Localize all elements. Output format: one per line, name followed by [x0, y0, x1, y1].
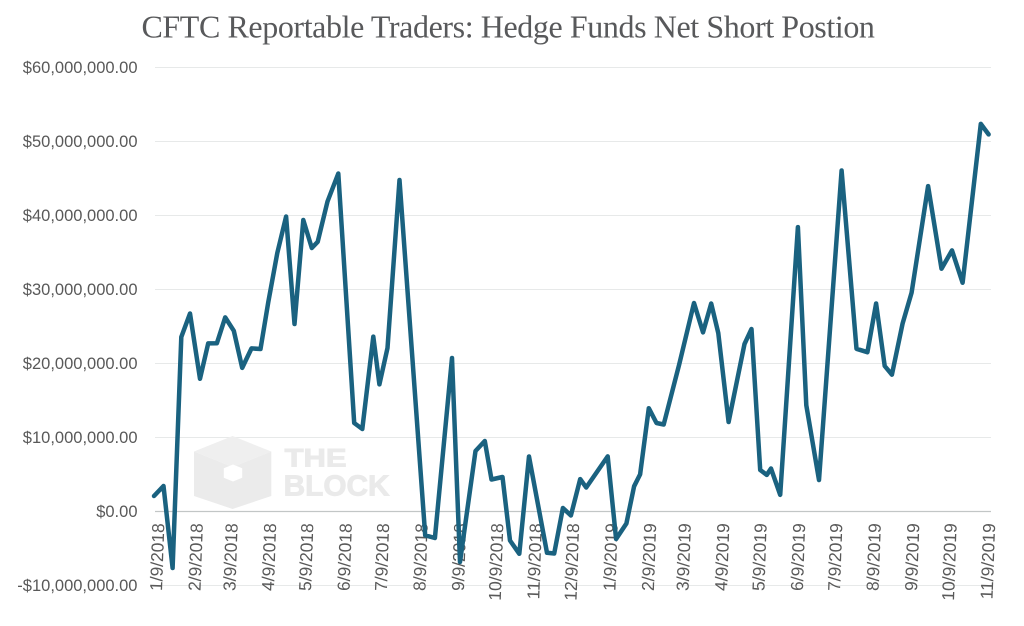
svg-text:2/9/2019: 2/9/2019	[638, 523, 660, 591]
svg-text:3/9/2019: 3/9/2019	[673, 523, 695, 591]
svg-text:3/9/2018: 3/9/2018	[219, 523, 241, 591]
svg-text:9/9/2019: 9/9/2019	[901, 523, 923, 591]
svg-text:6/9/2019: 6/9/2019	[787, 523, 809, 591]
svg-text:10/9/2019: 10/9/2019	[938, 523, 961, 601]
svg-text:11/9/2018: 11/9/2018	[523, 523, 546, 600]
svg-text:4/9/2018: 4/9/2018	[258, 523, 280, 591]
svg-text:$50,000,000.00: $50,000,000.00	[23, 133, 138, 151]
svg-text:7/9/2018: 7/9/2018	[371, 523, 393, 591]
svg-text:$40,000,000.00: $40,000,000.00	[23, 207, 138, 225]
svg-text:THE: THE	[285, 445, 347, 473]
svg-text:$10,000,000.00: $10,000,000.00	[23, 429, 138, 447]
svg-text:-$10,000,000.00: -$10,000,000.00	[17, 577, 137, 595]
svg-text:11/9/2019: 11/9/2019	[977, 523, 1000, 600]
svg-text:8/9/2018: 8/9/2018	[409, 523, 431, 591]
svg-text:$0.00: $0.00	[96, 503, 137, 521]
svg-text:7/9/2019: 7/9/2019	[824, 523, 846, 591]
svg-text:BLOCK: BLOCK	[284, 471, 390, 503]
svg-text:$20,000,000.00: $20,000,000.00	[23, 355, 138, 373]
svg-text:5/9/2019: 5/9/2019	[748, 523, 770, 591]
svg-text:$30,000,000.00: $30,000,000.00	[23, 281, 138, 299]
svg-text:12/9/2018: 12/9/2018	[561, 523, 584, 601]
svg-text:CFTC Reportable Traders: Hedge: CFTC Reportable Traders: Hedge Funds Net…	[141, 9, 874, 45]
svg-text:1/9/2018: 1/9/2018	[146, 523, 168, 591]
svg-text:4/9/2019: 4/9/2019	[711, 523, 733, 591]
svg-text:2/9/2018: 2/9/2018	[185, 523, 207, 591]
svg-text:6/9/2018: 6/9/2018	[334, 523, 356, 591]
svg-text:8/9/2019: 8/9/2019	[863, 523, 885, 591]
svg-text:10/9/2018: 10/9/2018	[485, 523, 508, 601]
svg-text:$60,000,000.00: $60,000,000.00	[23, 59, 138, 77]
svg-text:5/9/2018: 5/9/2018	[295, 523, 317, 591]
